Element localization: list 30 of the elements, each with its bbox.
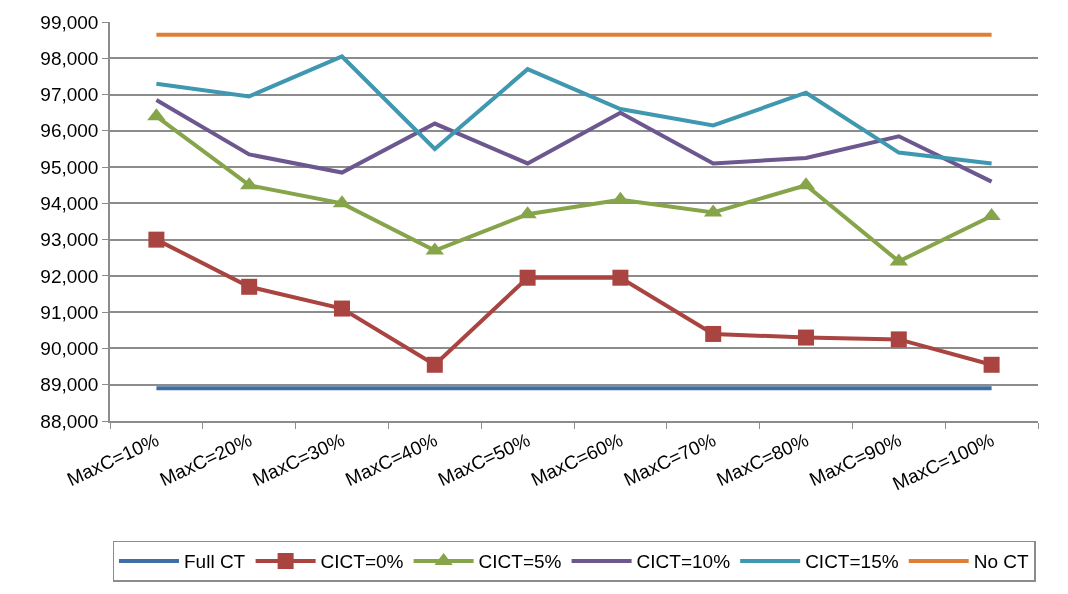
point (890, 331, 907, 348)
y-tick-label: 92,000 (40, 265, 99, 287)
y-tick-label: 95,000 (40, 156, 99, 178)
y-tick-label: 98,000 (40, 47, 99, 69)
y-tick-label: 91,000 (40, 301, 99, 323)
legend-label: CICT=15% (805, 551, 899, 573)
line-series (154, 97, 994, 184)
y-tick-label: 97,000 (40, 84, 99, 106)
point (519, 269, 536, 286)
legend-label: Full CT (184, 551, 246, 573)
y-tick-label: 89,000 (40, 374, 99, 396)
y-tick-label: 99,000 (40, 11, 99, 33)
y-tick-label: 94,000 (40, 193, 99, 215)
point (426, 356, 443, 373)
legend-label: CICT=0% (320, 551, 404, 573)
point (705, 325, 722, 342)
legend-label: No CT (973, 551, 1029, 573)
point (612, 269, 629, 286)
line-series (154, 54, 994, 166)
y-tick-label: 90,000 (40, 338, 99, 360)
legend-label: CICT=10% (636, 551, 731, 573)
point (241, 278, 258, 295)
point (798, 329, 814, 346)
legend-label: CICT=5% (478, 551, 562, 573)
y-tick-label: 93,000 (40, 229, 99, 251)
point (983, 356, 1000, 373)
y-tick-label: 96,000 (40, 120, 99, 142)
point (148, 231, 165, 248)
point (334, 300, 350, 317)
y-tick-label: 88,000 (40, 410, 99, 432)
